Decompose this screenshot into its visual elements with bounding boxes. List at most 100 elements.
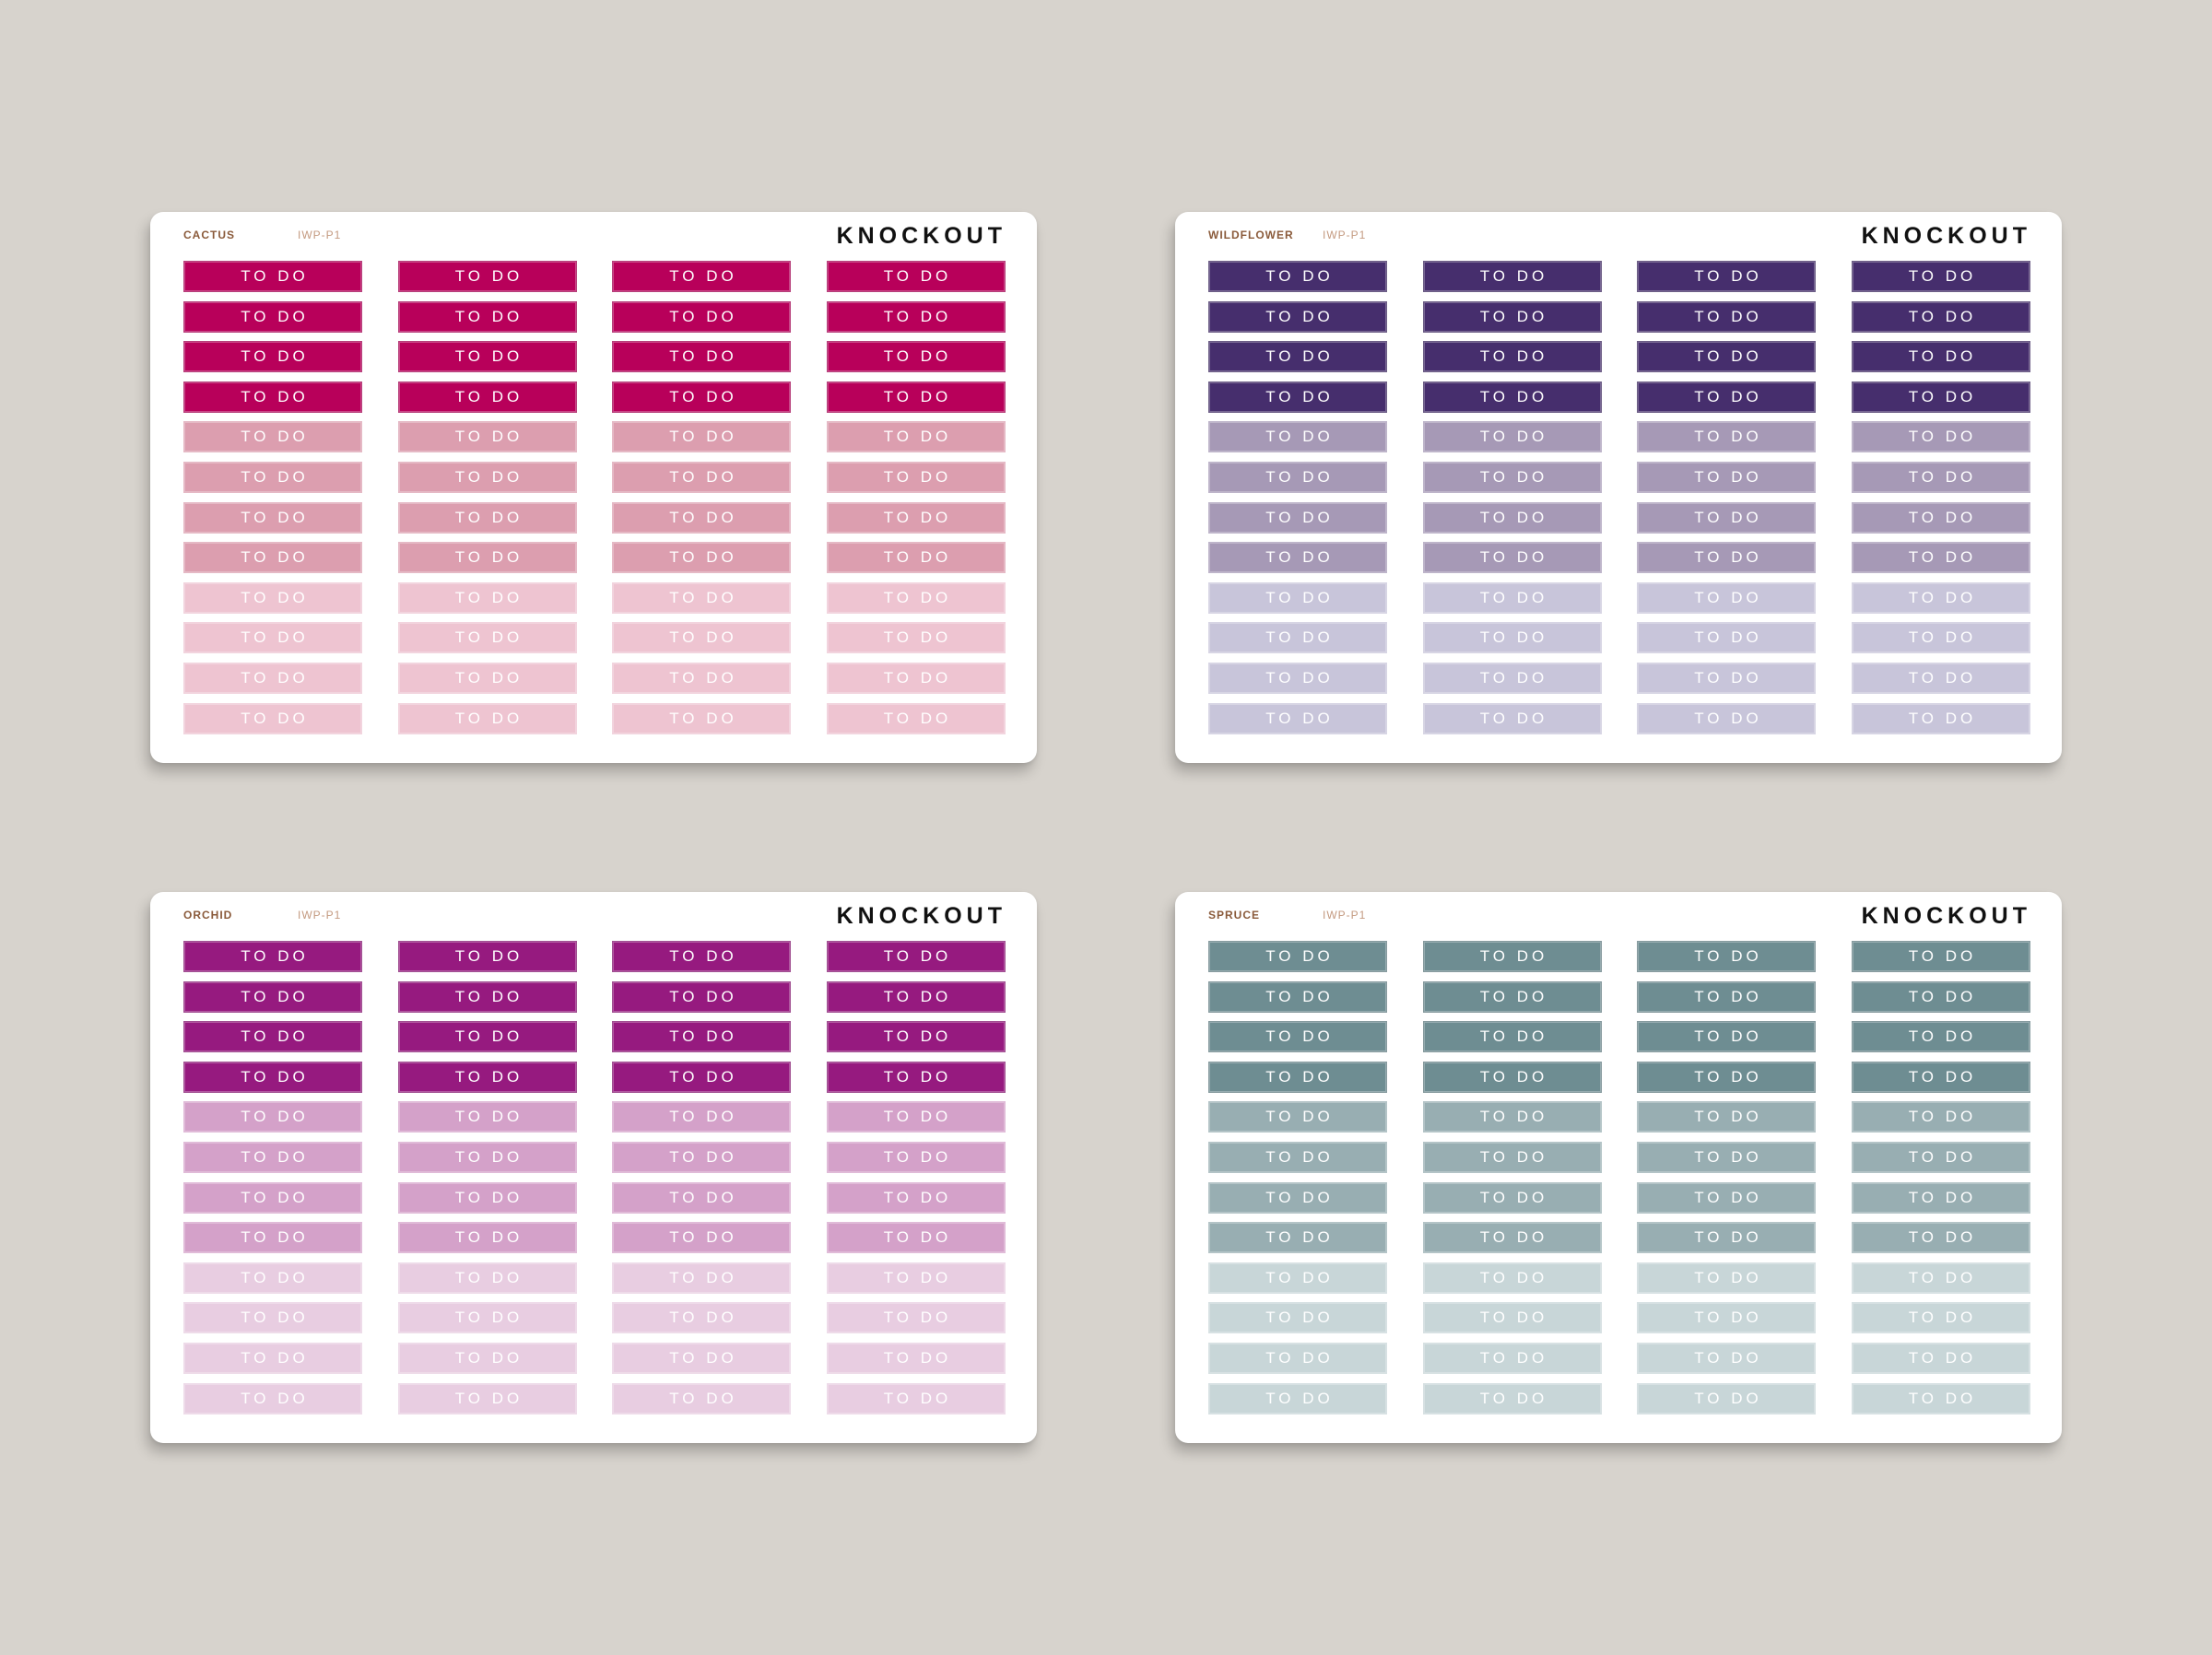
sheet-name: ORCHID: [183, 909, 233, 921]
todo-label: TO DO: [1208, 1262, 1387, 1294]
sticker-sheet-wildflower: WILDFLOWER IWP-P1 KNOCKOUT TO DO TO DO TO …: [1175, 212, 2062, 763]
todo-label: TO DO: [826, 1302, 1006, 1334]
todo-label: TO DO: [612, 1141, 791, 1173]
todo-label: TO DO: [1208, 1181, 1387, 1214]
todo-label: TO DO: [183, 581, 362, 614]
todo-label: TO DO: [612, 622, 791, 654]
todo-label: TO DO: [1422, 1382, 1602, 1414]
todo-label: TO DO: [1208, 421, 1387, 453]
todo-label: TO DO: [1422, 542, 1602, 574]
todo-label: TO DO: [397, 941, 577, 972]
todo-label: TO DO: [1637, 1262, 1816, 1294]
todo-label: TO DO: [826, 1262, 1006, 1294]
todo-label: TO DO: [1208, 622, 1387, 654]
sticker-sheet-orchid: ORCHID IWP-P1 KNOCKOUT TO DO TO DO TO DO TO…: [150, 892, 1037, 1443]
todo-label: TO DO: [1208, 1061, 1387, 1093]
todo-label: TO DO: [1851, 300, 2030, 333]
todo-label: TO DO: [612, 1262, 791, 1294]
todo-label: TO DO: [826, 261, 1006, 292]
todo-label: TO DO: [1208, 702, 1387, 734]
todo-label: TO DO: [612, 1342, 791, 1374]
todo-label: TO DO: [183, 1181, 362, 1214]
todo-label: TO DO: [1851, 941, 2030, 972]
todo-label: TO DO: [183, 341, 362, 373]
todo-label: TO DO: [1637, 501, 1816, 534]
todo-label: TO DO: [1637, 300, 1816, 333]
todo-label: TO DO: [1637, 1061, 1816, 1093]
sheet-code: IWP-P1: [1323, 909, 1367, 921]
todo-label: TO DO: [1422, 622, 1602, 654]
todo-label: TO DO: [1208, 300, 1387, 333]
sticker-sheet-spruce: SPRUCE IWP-P1 KNOCKOUT TO DO TO DO TO DO TO…: [1175, 892, 2062, 1443]
todo-label: TO DO: [826, 1181, 1006, 1214]
todo-label: TO DO: [1637, 421, 1816, 453]
todo-label: TO DO: [1851, 381, 2030, 413]
todo-label: TO DO: [1208, 261, 1387, 292]
label-grid: TO DO TO DO TO DO TO DO TO DO TO DO TO DO TO DO…: [183, 941, 1006, 1414]
todo-label: TO DO: [1208, 1101, 1387, 1133]
todo-label: TO DO: [397, 381, 577, 413]
todo-label: TO DO: [612, 1222, 791, 1254]
todo-label: TO DO: [826, 1061, 1006, 1093]
todo-label: TO DO: [1851, 1222, 2030, 1254]
label-grid: TO DO TO DO TO DO TO DO TO DO TO DO TO DO TO DO…: [183, 261, 1006, 734]
todo-label: TO DO: [826, 1141, 1006, 1173]
todo-label: TO DO: [183, 421, 362, 453]
todo-label: TO DO: [397, 1021, 577, 1053]
sheet-code: IWP-P1: [1323, 229, 1367, 241]
todo-label: TO DO: [1208, 542, 1387, 574]
todo-label: TO DO: [1208, 941, 1387, 972]
todo-label: TO DO: [1851, 461, 2030, 493]
todo-label: TO DO: [1422, 702, 1602, 734]
todo-label: TO DO: [612, 1021, 791, 1053]
todo-label: TO DO: [826, 461, 1006, 493]
todo-label: TO DO: [1422, 1222, 1602, 1254]
todo-label: TO DO: [826, 622, 1006, 654]
todo-label: TO DO: [612, 381, 791, 413]
brand-logo: KNOCKOUT: [836, 223, 1006, 249]
todo-label: TO DO: [612, 542, 791, 574]
todo-label: TO DO: [1422, 261, 1602, 292]
todo-label: TO DO: [1637, 581, 1816, 614]
todo-label: TO DO: [1851, 980, 2030, 1013]
todo-label: TO DO: [1637, 1181, 1816, 1214]
todo-label: TO DO: [183, 1101, 362, 1133]
todo-label: TO DO: [1208, 662, 1387, 694]
sticker-sheet-cactus: CACTUS IWP-P1 KNOCKOUT TO DO TO DO TO DO TO…: [150, 212, 1037, 763]
todo-label: TO DO: [1422, 1302, 1602, 1334]
todo-label: TO DO: [826, 980, 1006, 1013]
todo-label: TO DO: [612, 980, 791, 1013]
todo-label: TO DO: [397, 1101, 577, 1133]
sheet-name: WILDFLOWER: [1208, 229, 1294, 241]
todo-label: TO DO: [826, 1222, 1006, 1254]
todo-label: TO DO: [826, 501, 1006, 534]
todo-label: TO DO: [397, 581, 577, 614]
todo-label: TO DO: [183, 702, 362, 734]
todo-label: TO DO: [397, 1222, 577, 1254]
todo-label: TO DO: [397, 421, 577, 453]
todo-label: TO DO: [397, 261, 577, 292]
todo-label: TO DO: [1208, 341, 1387, 373]
todo-label: TO DO: [1851, 542, 2030, 574]
todo-label: TO DO: [183, 381, 362, 413]
sheet-name: CACTUS: [183, 229, 235, 241]
todo-label: TO DO: [1422, 1021, 1602, 1053]
todo-label: TO DO: [612, 1302, 791, 1334]
todo-label: TO DO: [397, 501, 577, 534]
todo-label: TO DO: [1851, 501, 2030, 534]
todo-label: TO DO: [1637, 341, 1816, 373]
todo-label: TO DO: [183, 1262, 362, 1294]
todo-label: TO DO: [612, 1181, 791, 1214]
todo-label: TO DO: [1637, 702, 1816, 734]
todo-label: TO DO: [1637, 1302, 1816, 1334]
todo-label: TO DO: [183, 501, 362, 534]
todo-label: TO DO: [1422, 980, 1602, 1013]
todo-label: TO DO: [826, 542, 1006, 574]
todo-label: TO DO: [1422, 1141, 1602, 1173]
todo-label: TO DO: [397, 341, 577, 373]
todo-label: TO DO: [826, 581, 1006, 614]
todo-label: TO DO: [826, 300, 1006, 333]
todo-label: TO DO: [1851, 1181, 2030, 1214]
todo-label: TO DO: [1422, 421, 1602, 453]
todo-label: TO DO: [1208, 381, 1387, 413]
